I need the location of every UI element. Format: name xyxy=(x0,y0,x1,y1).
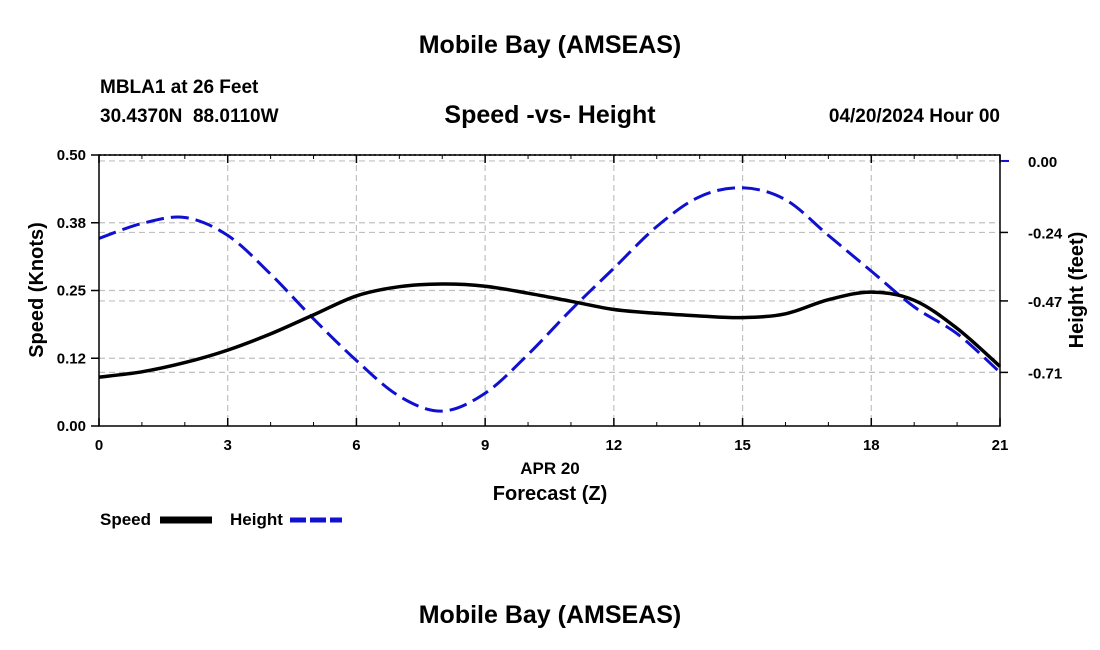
x-tick-label: 12 xyxy=(606,437,623,454)
legend: Speed Height xyxy=(100,510,342,529)
x-tick-label: 21 xyxy=(992,437,1009,454)
x-tick-label: 3 xyxy=(224,437,232,454)
station-coordinates: 30.4370N 88.0110W xyxy=(100,106,279,127)
y2-tick-label: -0.24 xyxy=(1028,225,1063,242)
y2-tick-label: 0.00 xyxy=(1028,154,1057,171)
x-axis-date-label: APR 20 xyxy=(520,459,580,478)
legend-height-label: Height xyxy=(230,510,283,529)
axes: 0 3 6 9 12 15 18 21 0.00 0.12 0.25 0.38 0.50 0.00 -0.2… xyxy=(57,147,1063,454)
top-title: Mobile Bay (AMSEAS) xyxy=(418,31,682,59)
x-tick-label: 6 xyxy=(352,437,360,454)
y2-tick-label: -0.71 xyxy=(1028,365,1062,382)
y-tick-label: 0.25 xyxy=(57,283,86,300)
x-tick-label: 0 xyxy=(95,437,103,454)
y-tick-label: 0.00 xyxy=(57,418,86,435)
x-axis-label: Forecast (Z) xyxy=(493,483,607,505)
station-label: MBLA1 at 26 Feet xyxy=(100,77,259,98)
y-tick-label: 0.12 xyxy=(57,350,86,367)
forecast-timestamp: 04/20/2024 Hour 00 xyxy=(828,106,1000,127)
y-tick-label: 0.38 xyxy=(57,215,86,232)
speed-series-line xyxy=(98,282,1002,379)
x-tick-label: 15 xyxy=(734,437,751,454)
y-tick-label: 0.50 xyxy=(57,147,86,164)
y2-axis-label: Height (feet) xyxy=(1066,232,1088,349)
height-series-line xyxy=(98,186,1002,413)
legend-speed-label: Speed xyxy=(100,510,151,529)
x-tick-label: 9 xyxy=(481,437,489,454)
y-axis-label: Speed (Knots) xyxy=(26,222,48,358)
bottom-title: Mobile Bay (AMSEAS) xyxy=(418,601,682,629)
series-layer xyxy=(98,186,1002,413)
chart-title: Speed -vs- Height xyxy=(444,101,656,129)
grid xyxy=(99,154,1000,426)
x-tick-label: 18 xyxy=(863,437,880,454)
y2-tick-label: -0.47 xyxy=(1028,294,1062,311)
